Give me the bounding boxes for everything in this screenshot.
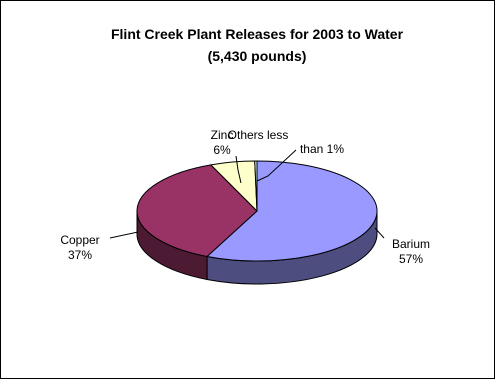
leader-line-copper <box>109 231 139 239</box>
pie-top <box>136 160 378 262</box>
label-copper-percent: 37% <box>68 248 92 262</box>
slice-labels: Others less than 1% Zinc 6% Copper 37% B… <box>60 128 430 266</box>
pie-slice-copper <box>136 164 258 257</box>
label-zinc-name: Zinc <box>211 128 234 142</box>
pie-slice-barium <box>206 160 378 262</box>
label-others-line-1: Others less <box>228 128 289 142</box>
chart-title-line-1: Flint Creek Plant Releases for 2003 to W… <box>111 26 404 42</box>
pie-slice-others-less-than-1 <box>254 160 258 212</box>
leader-line-zinc <box>235 155 242 184</box>
label-zinc-percent: 6% <box>213 143 231 157</box>
label-copper-name: Copper <box>60 233 99 247</box>
leader-lines <box>109 149 385 239</box>
label-barium-name: Barium <box>392 237 430 251</box>
label-others-line-2: than 1% <box>300 142 344 156</box>
leader-line-barium <box>374 227 385 239</box>
chart-title-line-2: (5,430 pounds) <box>208 48 307 64</box>
leader-line-others <box>256 149 297 182</box>
label-barium-percent: 57% <box>399 252 423 266</box>
